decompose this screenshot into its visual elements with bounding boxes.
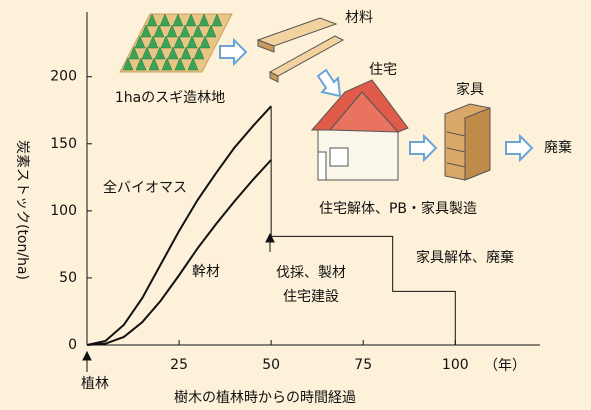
tree <box>192 24 204 38</box>
annotation: 伐採、製材 <box>276 265 346 281</box>
annotation: 住宅 <box>369 62 397 78</box>
tree <box>199 35 211 49</box>
series-line <box>270 106 456 345</box>
tree <box>122 57 134 71</box>
tree <box>159 13 171 27</box>
series-label: 全バイオマス <box>103 179 187 196</box>
annotation: 植林 <box>81 376 109 392</box>
planks-illustration <box>256 17 345 83</box>
tree <box>147 35 159 49</box>
arrow-head <box>265 232 275 243</box>
tree <box>148 57 160 71</box>
flow-arrow <box>505 133 534 163</box>
cabinet-side <box>464 107 491 181</box>
tree <box>154 46 166 60</box>
tree <box>205 24 217 38</box>
tree <box>153 24 165 38</box>
x-tick-label: 25 <box>170 357 188 373</box>
tree <box>135 57 147 71</box>
y-tick-label: 100 <box>50 203 77 219</box>
tree <box>146 13 158 27</box>
annotation: （年） <box>484 358 526 374</box>
annotation: 1haのスギ造林地 <box>115 90 225 106</box>
drawer-line <box>446 131 466 137</box>
drawer-line <box>446 147 466 153</box>
event-arrow <box>82 232 275 372</box>
tree <box>174 57 186 71</box>
house-roof-side <box>328 91 400 133</box>
plank <box>257 39 275 53</box>
tree <box>166 24 178 38</box>
tree <box>141 46 153 60</box>
tree <box>198 13 210 27</box>
furniture-illustration <box>444 103 491 181</box>
plank <box>269 71 279 83</box>
tree <box>211 13 223 27</box>
tree <box>193 46 205 60</box>
annotation: 住宅解体、PB・家具製造 <box>319 200 477 217</box>
series-line <box>86 105 272 346</box>
house-door <box>317 151 327 181</box>
x-axis-label: 樹木の植林時からの時間経過 <box>174 390 356 406</box>
tree <box>128 46 140 60</box>
house-illustration <box>310 79 409 181</box>
annotation: 家具 <box>456 81 484 98</box>
tree <box>173 35 185 49</box>
tree <box>187 57 199 71</box>
tree <box>179 24 191 38</box>
flow-arrow <box>409 133 438 163</box>
annotation: 廃棄 <box>544 139 572 156</box>
y-tick-label: 200 <box>50 69 77 85</box>
tree <box>185 13 197 27</box>
tree <box>140 24 152 38</box>
annotation: 材料 <box>345 10 373 26</box>
y-tick-label: 0 <box>68 337 77 353</box>
series-line <box>86 159 272 346</box>
series-label: 幹材 <box>192 263 220 280</box>
flow-arrow <box>316 68 342 98</box>
arrow-head <box>82 350 92 361</box>
y-axis-label: 炭素ストック(ton/ha) <box>14 140 30 280</box>
flow-arrow <box>219 37 248 67</box>
tree <box>186 35 198 49</box>
annotation: 家具解体、廃棄 <box>416 249 514 266</box>
x-tick-label: 50 <box>262 357 280 373</box>
tree <box>172 13 184 27</box>
x-tick-label: 100 <box>442 357 469 373</box>
tree <box>180 46 192 60</box>
tree <box>161 57 173 71</box>
tree <box>160 35 172 49</box>
y-tick-label: 50 <box>59 270 77 286</box>
forest-illustration <box>119 13 233 73</box>
tree <box>134 35 146 49</box>
annotation: 住宅建設 <box>283 289 339 305</box>
y-tick-label: 150 <box>50 136 77 152</box>
tree <box>167 46 179 60</box>
x-tick-label: 75 <box>354 357 372 373</box>
drawer-line <box>446 162 466 168</box>
house-window <box>329 147 349 167</box>
